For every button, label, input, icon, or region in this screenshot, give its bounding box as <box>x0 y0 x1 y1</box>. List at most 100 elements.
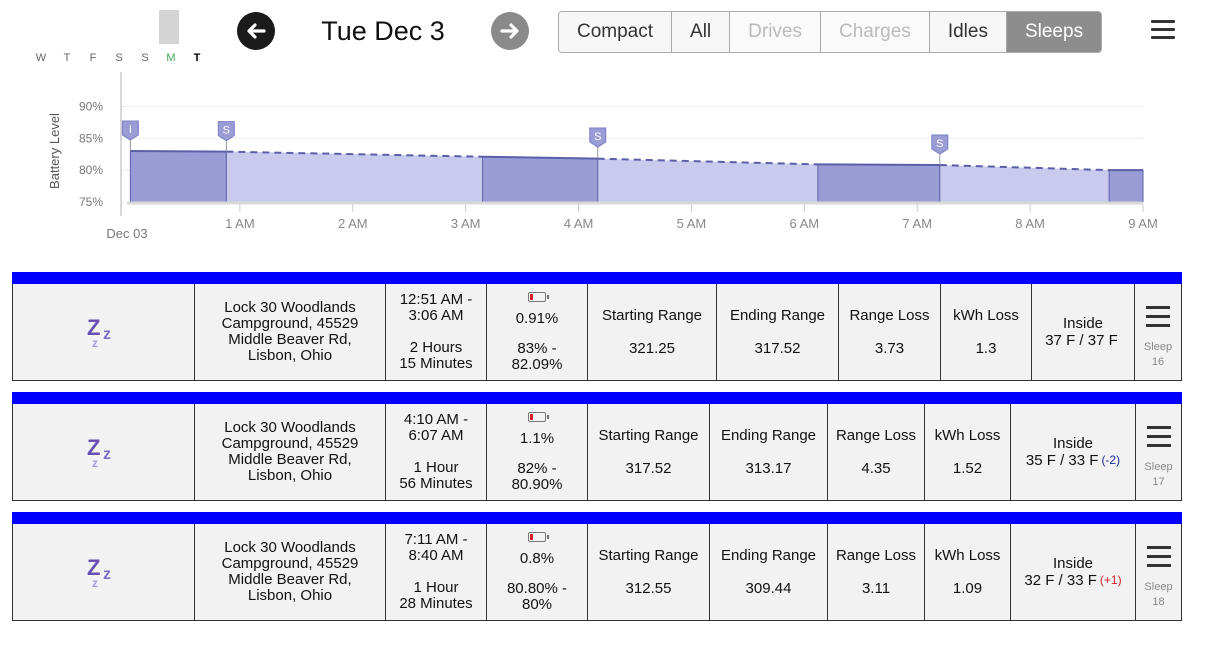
kwh-loss-value: 1.09 <box>952 580 983 597</box>
svg-text:z: z <box>103 326 111 343</box>
sleep-duration-minutes: 28 Minutes <box>399 595 473 612</box>
chart-event-marker-label: S <box>594 131 601 143</box>
svg-text:z: z <box>92 456 98 469</box>
battery-level-chart: 75% 80% 85% 90% Battery Level 1 AM 2 AM 3 AM 4 A… <box>47 72 1158 241</box>
sleep-period-area <box>482 156 599 203</box>
kwh-loss-cell: kWh Loss 1.3 <box>941 284 1032 380</box>
current-date-title: Tue Dec 3 <box>321 16 445 46</box>
sleep-menu-icon[interactable] <box>1146 306 1170 328</box>
kwh-loss-label: kWh Loss <box>953 307 1019 324</box>
kwh-loss-value: 1.52 <box>952 460 983 477</box>
kwh-loss-label: kWh Loss <box>934 427 1001 444</box>
sleep-card-header-bar <box>12 392 1182 404</box>
sleep-time-cell: 4:10 AM -6:07 AM 1 Hour 56 Minutes <box>386 404 487 500</box>
range-loss-value: 3.11 <box>861 580 891 597</box>
sleep-battery-start: 80.80% - <box>506 579 568 597</box>
y-tick-label: 75% <box>79 195 103 209</box>
sleep-time-start: 7:11 AM - <box>404 531 468 548</box>
sleep-battery-used: 0.91% <box>515 309 559 327</box>
chart-event-marker-label: I <box>129 124 132 136</box>
sleep-location-link[interactable]: Lock 30 Woodlands Campground, 45529 Midd… <box>195 284 386 380</box>
week-day[interactable]: F <box>89 52 97 64</box>
sleep-battery-end: 82.09% <box>511 355 563 373</box>
sleep-menu-cell: Sleep 18 <box>1136 524 1181 620</box>
sleep-time-cell: 7:11 AM -8:40 AM 1 Hour 28 Minutes <box>386 524 487 620</box>
sleep-time-end: 8:40 AM <box>408 547 464 564</box>
battery-area <box>130 151 1144 202</box>
filter-charges-button[interactable]: Charges <box>821 12 930 52</box>
week-day[interactable]: T <box>63 52 71 64</box>
starting-range-cell: Starting Range 321.25 <box>588 284 717 380</box>
svg-text:z: z <box>92 576 98 589</box>
previous-day-button[interactable] <box>237 12 275 50</box>
chart-event-marker <box>589 127 607 148</box>
starting-range-value: 317.52 <box>625 460 672 477</box>
filter-idles-button[interactable]: Idles <box>929 12 1007 52</box>
sleep-time-end: 3:06 AM <box>408 307 464 324</box>
filter-sleeps-button[interactable]: Sleeps <box>1006 12 1102 52</box>
arrow-left-icon <box>247 23 266 39</box>
sleep-menu-icon[interactable] <box>1146 546 1171 568</box>
sleep-duration-hours: 2 Hours <box>409 339 463 356</box>
svg-text:z: z <box>103 446 111 463</box>
sleep-period-line <box>817 163 940 167</box>
sleep-duration-hours: 1 Hour <box>413 459 459 476</box>
inside-temp-cell: Inside 32 F / 33 F (+1) <box>1011 524 1136 620</box>
starting-range-cell: Starting Range 317.52 <box>588 404 710 500</box>
sleep-menu-icon[interactable] <box>1146 426 1171 448</box>
filter-compact-button[interactable]: Compact <box>559 12 673 52</box>
battery-low-icon <box>528 411 549 422</box>
range-loss-label: Range Loss <box>835 547 917 564</box>
week-day[interactable]: S <box>115 52 123 64</box>
week-day[interactable]: S <box>141 52 149 64</box>
filter-drives-button[interactable]: Drives <box>730 12 821 52</box>
inside-temp-label: Inside <box>1062 315 1104 332</box>
next-day-button[interactable] <box>491 12 529 50</box>
sleep-duration-minutes: 56 Minutes <box>399 475 473 492</box>
ending-range-label: Ending Range <box>720 547 817 564</box>
starting-range-value: 312.55 <box>625 580 672 597</box>
starting-range-cell: Starting Range 312.55 <box>588 524 710 620</box>
week-day-selector: W T F S S M T <box>28 8 218 64</box>
svg-text:Z: Z <box>87 315 100 340</box>
week-day-monday[interactable]: M <box>158 8 184 64</box>
chart-event-marker <box>121 120 139 141</box>
x-tick-label: 1 AM <box>225 216 255 231</box>
inside-temp-value: 37 F / 37 F <box>1045 332 1118 349</box>
svg-text:z: z <box>103 566 111 583</box>
event-filter-group: Compact All Drives Charges Idles Sleeps <box>558 11 1103 53</box>
sleep-location-link[interactable]: Lock 30 Woodlands Campground, 45529 Midd… <box>195 524 386 620</box>
x-tick-label: 4 AM <box>564 216 594 231</box>
inside-temp-delta: (-2) <box>1101 453 1121 467</box>
main-menu-icon[interactable] <box>1151 20 1175 40</box>
kwh-loss-label: kWh Loss <box>934 547 1001 564</box>
sleep-period-line <box>482 155 598 160</box>
range-loss-cell: Range Loss 4.35 <box>828 404 925 500</box>
sleep-label: Sleep <box>1143 341 1173 353</box>
filter-all-button[interactable]: All <box>672 12 731 52</box>
sleep-duration-hours: 1 Hour <box>413 579 459 596</box>
chart-event-marker-label: S <box>936 138 943 150</box>
svg-text:z: z <box>92 336 98 349</box>
svg-text:Z: Z <box>87 435 100 460</box>
battery-low-icon <box>528 291 549 302</box>
week-day-current[interactable]: T <box>193 52 201 64</box>
sleep-location-link[interactable]: Lock 30 Woodlands Campground, 45529 Midd… <box>195 404 386 500</box>
sleep-battery-start: 82% - <box>517 459 557 477</box>
ending-range-value: 317.52 <box>754 340 801 357</box>
ending-range-label: Ending Range <box>720 427 817 444</box>
week-day[interactable]: W <box>35 52 47 64</box>
battery-dashed-line <box>226 150 483 158</box>
